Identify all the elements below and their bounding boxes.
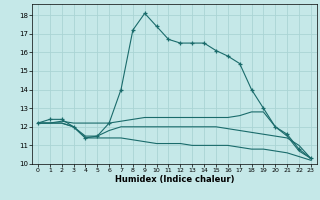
- X-axis label: Humidex (Indice chaleur): Humidex (Indice chaleur): [115, 175, 234, 184]
